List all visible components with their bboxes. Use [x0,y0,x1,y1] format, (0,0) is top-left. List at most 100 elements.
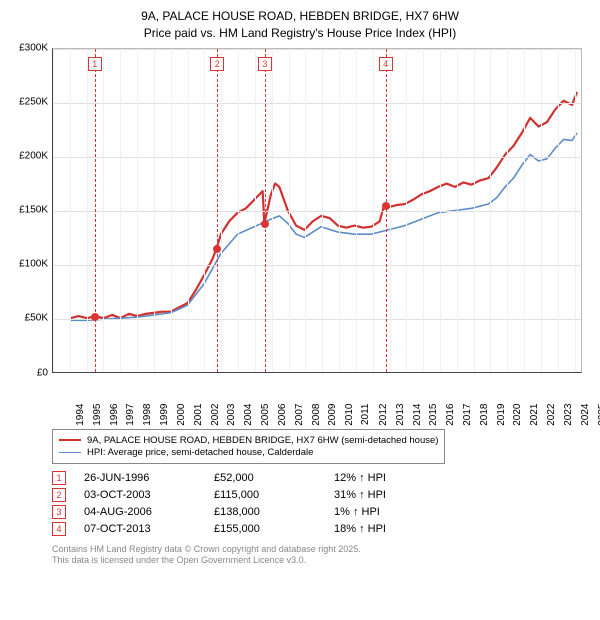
x-tick-label: 2022 [546,403,557,425]
y-tick-label: £250K [10,96,48,107]
gridline-v [103,49,104,372]
x-tick-label: 2005 [260,403,271,425]
x-tick-label: 2014 [411,403,422,425]
event-line [217,49,218,372]
gridline-v [423,49,424,372]
x-tick-label: 2003 [226,403,237,425]
gridline-v [457,49,458,372]
title-line1: 9A, PALACE HOUSE ROAD, HEBDEN BRIDGE, HX… [10,8,590,25]
event-row: 304-AUG-2006£138,0001% ↑ HPI [52,505,590,519]
event-dot [261,220,269,228]
gridline-v [305,49,306,372]
x-tick-label: 2019 [495,403,506,425]
root: 9A, PALACE HOUSE ROAD, HEBDEN BRIDGE, HX… [0,0,600,620]
gridline-h [53,103,581,104]
y-tick-label: £150K [10,205,48,216]
x-tick-label: 2010 [344,403,355,425]
title-block: 9A, PALACE HOUSE ROAD, HEBDEN BRIDGE, HX… [10,8,590,42]
gridline-v [188,49,189,372]
gridline-v [356,49,357,372]
x-tick-label: 2001 [193,403,204,425]
legend-item-subject: 9A, PALACE HOUSE ROAD, HEBDEN BRIDGE, HX… [59,435,438,446]
x-tick-label: 1997 [125,403,136,425]
x-tick-label: 1999 [159,403,170,425]
x-tick-label: 2000 [176,403,187,425]
x-tick-label: 2009 [327,403,338,425]
event-price: £115,000 [214,489,334,501]
gridline-v [53,49,54,372]
x-tick-label: 2016 [445,403,456,425]
gridline-v [289,49,290,372]
legend-item-hpi: HPI: Average price, semi-detached house,… [59,447,438,458]
gridline-v [541,49,542,372]
gridline-v [70,49,71,372]
gridline-v [322,49,323,372]
x-tick-label: 2024 [580,403,591,425]
x-tick-label: 2020 [512,403,523,425]
event-num-box: 2 [52,488,66,502]
gridline-h [53,157,581,158]
line-series-svg [53,49,581,372]
gridline-h [53,319,581,320]
event-row: 203-OCT-2003£115,00031% ↑ HPI [52,488,590,502]
gridline-v [221,49,222,372]
x-tick-label: 1994 [75,403,86,425]
gridline-v [120,49,121,372]
gridline-v [373,49,374,372]
legend: 9A, PALACE HOUSE ROAD, HEBDEN BRIDGE, HX… [52,429,445,464]
gridline-v [154,49,155,372]
legend-label-subject: 9A, PALACE HOUSE ROAD, HEBDEN BRIDGE, HX… [87,435,438,446]
footer-line2: This data is licensed under the Open Gov… [52,555,590,567]
gridline-v [440,49,441,372]
event-line [265,49,266,372]
event-row: 126-JUN-1996£52,00012% ↑ HPI [52,471,590,485]
event-date: 26-JUN-1996 [84,472,214,484]
y-tick-label: £200K [10,150,48,161]
event-dot [382,202,390,210]
plot-area: 1234 [52,48,582,373]
x-tick-label: 1995 [92,403,103,425]
gridline-v [238,49,239,372]
gridline-v [490,49,491,372]
x-tick-label: 2018 [479,403,490,425]
gridline-v [171,49,172,372]
event-dot [213,245,221,253]
gridline-v [524,49,525,372]
y-tick-label: £50K [10,313,48,324]
gridline-h [53,49,581,50]
x-tick-label: 2004 [243,403,254,425]
gridline-v [87,49,88,372]
event-marker-box: 3 [258,57,272,71]
y-tick-label: £100K [10,259,48,270]
event-date: 07-OCT-2013 [84,523,214,535]
event-date: 03-OCT-2003 [84,489,214,501]
gridline-h [53,265,581,266]
footer-line1: Contains HM Land Registry data © Crown c… [52,544,590,556]
x-tick-label: 2021 [529,403,540,425]
legend-label-hpi: HPI: Average price, semi-detached house,… [87,447,313,458]
x-tick-label: 2006 [277,403,288,425]
x-tick-label: 2008 [310,403,321,425]
event-dot [91,313,99,321]
event-delta: 18% ↑ HPI [334,523,454,535]
event-delta: 1% ↑ HPI [334,506,454,518]
x-tick-label: 2015 [428,403,439,425]
y-tick-label: £300K [10,42,48,53]
gridline-v [255,49,256,372]
event-row: 407-OCT-2013£155,00018% ↑ HPI [52,522,590,536]
event-marker-box: 1 [88,57,102,71]
gridline-v [272,49,273,372]
event-num-box: 1 [52,471,66,485]
x-tick-label: 2002 [209,403,220,425]
x-tick-label: 1996 [108,403,119,425]
event-line [386,49,387,372]
event-num-box: 4 [52,522,66,536]
event-marker-box: 4 [379,57,393,71]
title-line2: Price paid vs. HM Land Registry's House … [10,25,590,42]
gridline-v [390,49,391,372]
x-tick-label: 2007 [293,403,304,425]
gridline-v [339,49,340,372]
events-table: 126-JUN-1996£52,00012% ↑ HPI203-OCT-2003… [52,471,590,536]
x-tick-label: 1998 [142,403,153,425]
chart: £0£50K£100K£150K£200K£250K£300K 1234 199… [10,48,590,423]
